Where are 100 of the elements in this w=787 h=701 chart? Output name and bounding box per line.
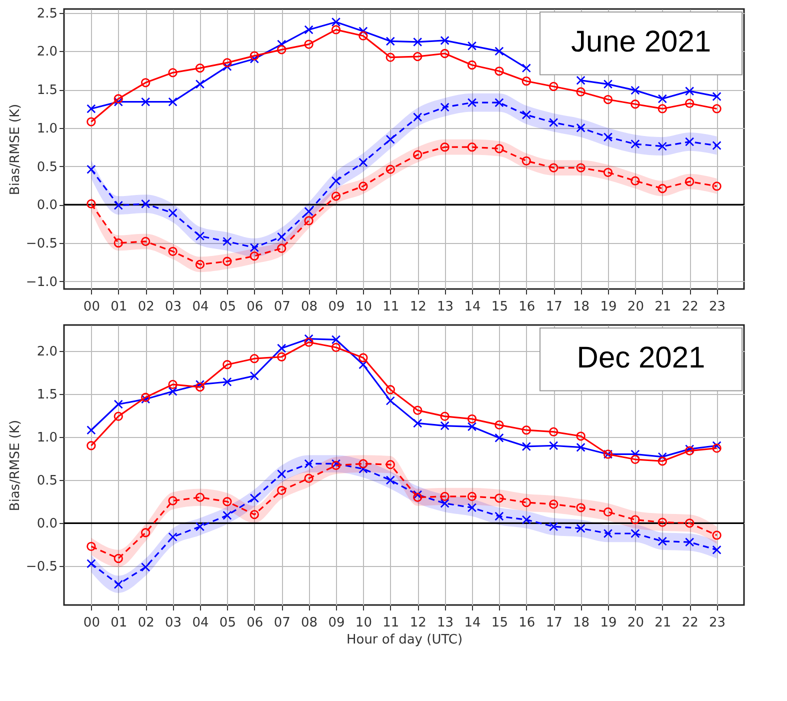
x-tick-label: 18 bbox=[573, 616, 590, 630]
point bbox=[222, 360, 232, 370]
point bbox=[168, 386, 178, 396]
point bbox=[712, 545, 722, 554]
point bbox=[413, 150, 422, 160]
point bbox=[250, 494, 259, 503]
point bbox=[114, 412, 123, 421]
point bbox=[467, 503, 477, 512]
point bbox=[467, 98, 477, 108]
point bbox=[658, 452, 667, 462]
point bbox=[685, 518, 694, 528]
point bbox=[603, 528, 613, 538]
x-tick-label: 02 bbox=[138, 300, 154, 314]
point bbox=[114, 238, 123, 248]
point bbox=[630, 100, 640, 109]
point bbox=[168, 380, 178, 390]
point bbox=[195, 522, 205, 532]
point bbox=[522, 76, 531, 86]
point bbox=[712, 92, 722, 102]
point bbox=[277, 45, 286, 54]
point bbox=[86, 199, 96, 208]
point bbox=[114, 97, 123, 106]
point bbox=[549, 427, 558, 436]
point bbox=[114, 580, 123, 589]
point bbox=[712, 140, 722, 150]
point bbox=[549, 522, 558, 532]
point bbox=[658, 94, 667, 104]
point bbox=[386, 164, 395, 174]
point bbox=[114, 200, 123, 210]
point bbox=[250, 54, 259, 64]
point bbox=[304, 40, 314, 49]
x-tick-label: 06 bbox=[246, 616, 264, 630]
point bbox=[467, 142, 477, 152]
x-axis-title: Hour of day (UTC) bbox=[346, 632, 463, 648]
x-tick-label: 12 bbox=[410, 300, 426, 314]
point bbox=[413, 37, 422, 47]
point bbox=[576, 503, 586, 512]
x-tick-label: 11 bbox=[382, 300, 400, 314]
x-tick-label: 03 bbox=[165, 616, 182, 630]
y-tick-label: 2.0 bbox=[36, 344, 58, 360]
point bbox=[712, 444, 722, 453]
x-tick-label: 00 bbox=[83, 300, 100, 314]
x-tick-label: 00 bbox=[83, 616, 100, 630]
y-tick-label: 1.5 bbox=[36, 387, 58, 402]
x-tick-label: 22 bbox=[682, 300, 698, 314]
x-tick-label: 13 bbox=[437, 300, 454, 314]
x-tick-label: 22 bbox=[682, 616, 698, 630]
point bbox=[386, 134, 395, 144]
point bbox=[222, 377, 232, 386]
x-tick-label: 13 bbox=[437, 616, 454, 630]
x-tick-label: 03 bbox=[165, 300, 182, 314]
point bbox=[168, 496, 178, 506]
point bbox=[712, 182, 722, 191]
point bbox=[413, 52, 422, 62]
point bbox=[712, 104, 722, 114]
y-tick-label: 0.5 bbox=[36, 474, 58, 489]
point bbox=[413, 418, 422, 428]
point bbox=[168, 208, 178, 218]
point bbox=[222, 256, 232, 266]
point bbox=[195, 231, 205, 241]
point bbox=[658, 104, 667, 114]
point bbox=[86, 441, 96, 450]
point bbox=[685, 538, 694, 547]
x-tick-label: 08 bbox=[301, 616, 318, 630]
point bbox=[222, 510, 232, 520]
point bbox=[386, 476, 395, 485]
point bbox=[603, 507, 613, 517]
x-tick-label: 23 bbox=[709, 300, 726, 314]
point bbox=[494, 144, 504, 154]
x-tick-label: 16 bbox=[518, 616, 536, 630]
x-tick-label: 19 bbox=[600, 616, 617, 630]
point bbox=[440, 412, 450, 421]
point bbox=[304, 206, 314, 216]
point bbox=[630, 86, 640, 95]
point bbox=[603, 94, 613, 104]
point bbox=[195, 492, 205, 502]
point bbox=[222, 236, 232, 246]
point bbox=[440, 421, 450, 430]
point bbox=[413, 490, 422, 500]
point bbox=[386, 52, 395, 62]
point bbox=[522, 442, 531, 452]
point bbox=[658, 536, 667, 546]
point bbox=[86, 164, 96, 174]
point bbox=[413, 406, 422, 415]
x-tick-label: 14 bbox=[464, 616, 481, 630]
point bbox=[277, 232, 286, 242]
y-axis-title: Bias/RMSE (K) bbox=[8, 420, 23, 512]
point bbox=[168, 68, 178, 78]
point bbox=[141, 78, 150, 88]
point bbox=[576, 76, 586, 85]
point bbox=[685, 86, 694, 96]
point bbox=[195, 80, 205, 89]
point bbox=[331, 17, 341, 27]
point bbox=[630, 528, 640, 538]
point bbox=[195, 64, 205, 73]
point bbox=[358, 459, 368, 468]
point bbox=[250, 243, 259, 252]
point bbox=[358, 353, 368, 362]
point bbox=[386, 36, 395, 46]
point bbox=[222, 58, 232, 68]
